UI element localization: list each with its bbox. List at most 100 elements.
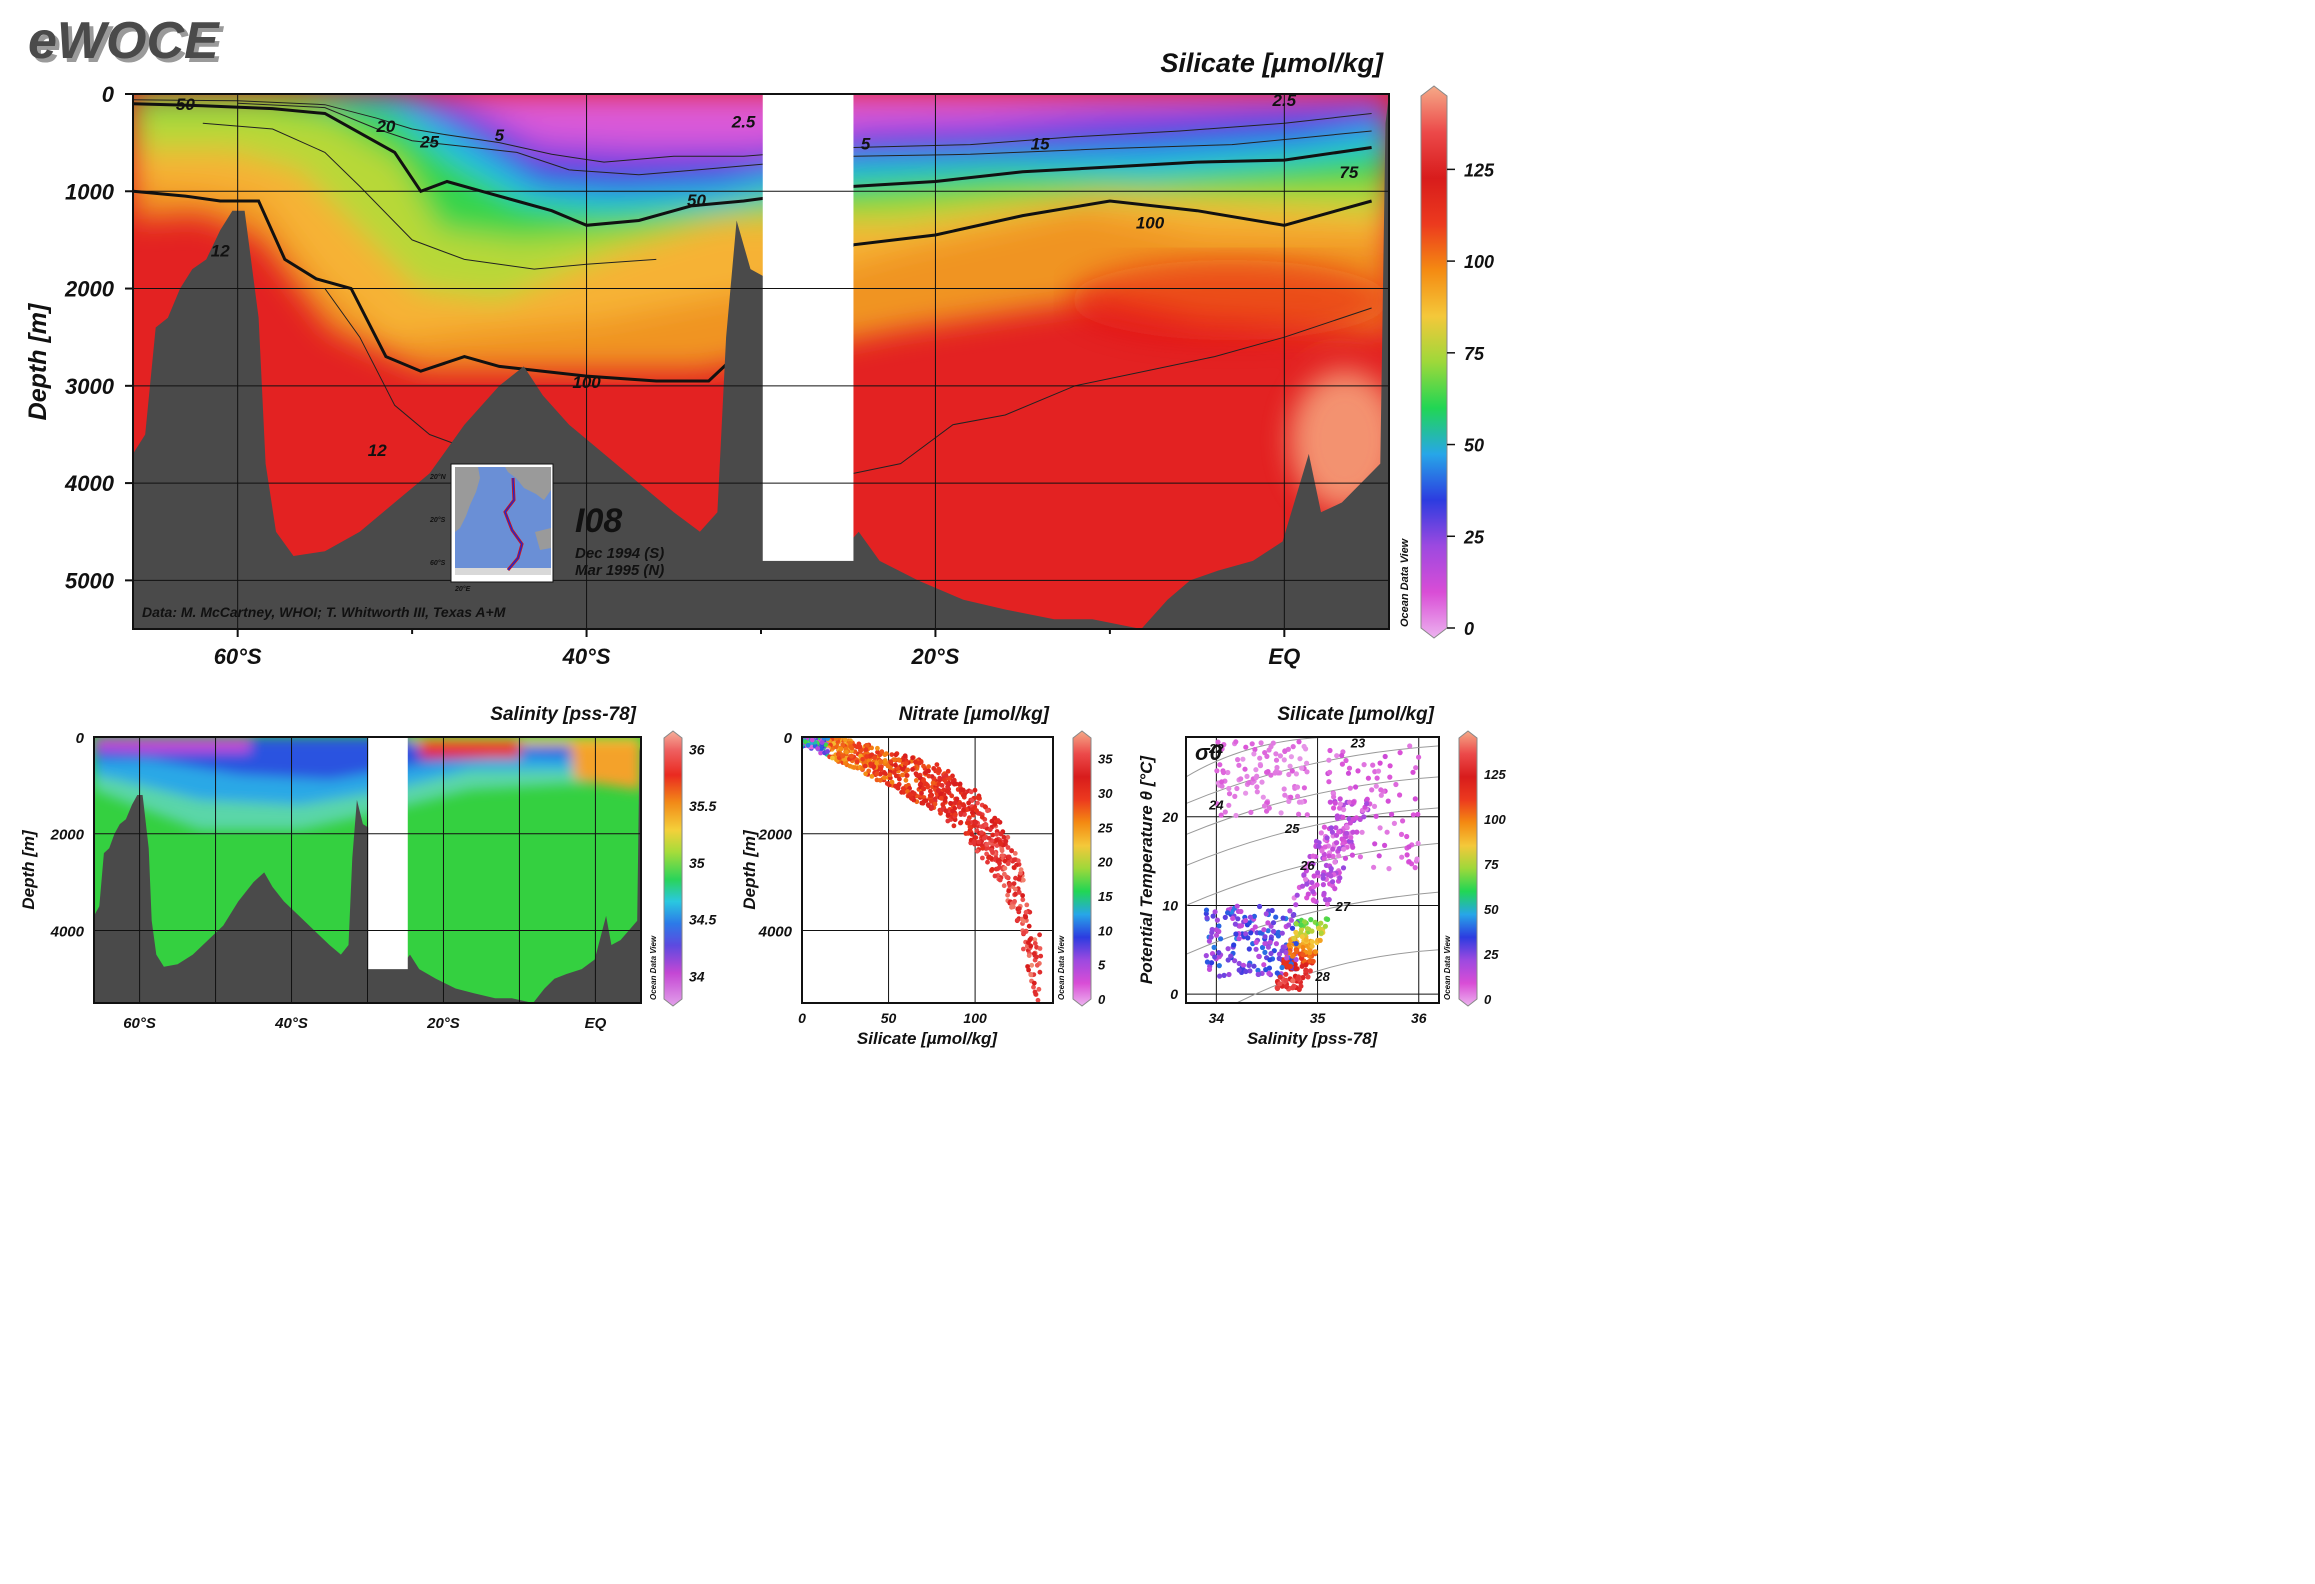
ts-point — [1377, 825, 1383, 831]
ts-point — [1288, 794, 1294, 800]
nitrate-point — [854, 744, 860, 750]
nitrate-point — [860, 756, 865, 762]
main-y-tick: 4000 — [64, 471, 115, 496]
ts-point — [1226, 971, 1232, 978]
ts-point — [1365, 775, 1371, 781]
nitrate-point — [1012, 857, 1017, 863]
ts-point — [1294, 948, 1300, 955]
nitrate-point — [929, 798, 935, 804]
ts-point — [1374, 775, 1380, 781]
main-y-tick: 1000 — [65, 179, 115, 204]
ts-point — [1212, 909, 1218, 915]
ts-point — [1340, 841, 1346, 847]
ts-point — [1343, 757, 1349, 764]
salinity-x-tick: 40°S — [274, 1015, 308, 1032]
nitrate-point — [931, 766, 937, 771]
nitrate-point — [915, 773, 921, 779]
ts-point — [1289, 985, 1296, 991]
ts-point — [1410, 769, 1416, 775]
ts-point — [1355, 768, 1361, 774]
main-x-tick: 60°S — [214, 644, 262, 669]
nitrate-point — [989, 847, 994, 853]
nitrate-point — [1024, 902, 1030, 908]
ts-point — [1266, 970, 1272, 977]
ts-point — [1203, 907, 1210, 913]
nitrate-point — [943, 808, 949, 814]
ts-point — [1247, 968, 1253, 974]
ts-point — [1270, 928, 1277, 935]
data-credit: Data: M. McCartney, WHOI; T. Whitworth I… — [142, 604, 506, 620]
nitrate-point — [842, 760, 848, 766]
nitrate-point — [1020, 897, 1026, 903]
nitrate-point — [1016, 889, 1022, 895]
nitrate-point — [919, 790, 924, 796]
nitrate-point — [1020, 877, 1026, 883]
nitrate-point — [971, 839, 977, 845]
ts-point — [1404, 852, 1410, 858]
nitrate-colorbar-tick: 0 — [1098, 992, 1106, 1007]
nitrate-point — [903, 777, 909, 783]
nitrate-point — [833, 744, 839, 750]
ts-point — [1235, 757, 1241, 763]
ts-point — [1273, 757, 1280, 763]
nitrate-point — [975, 800, 980, 806]
ts-point — [1332, 800, 1338, 806]
ts-point — [1311, 898, 1317, 904]
ts-point — [1330, 846, 1336, 852]
ts-point — [1236, 960, 1242, 967]
nitrate-point — [952, 806, 958, 811]
ts-point — [1329, 829, 1335, 835]
ts-point — [1254, 773, 1260, 779]
ts-point — [1311, 873, 1317, 879]
ts-point — [1286, 922, 1292, 928]
nitrate-point — [885, 763, 891, 769]
nitrate-point — [900, 786, 906, 791]
ts-point — [1248, 809, 1254, 816]
ts-point — [1317, 937, 1323, 944]
nitrate-point — [936, 781, 942, 787]
ts-point — [1311, 884, 1317, 890]
ts-point — [1243, 931, 1249, 937]
ts-point — [1322, 844, 1328, 850]
isopycnal-label: 24 — [1208, 798, 1224, 813]
nitrate-point — [930, 780, 936, 786]
ts-point — [1303, 937, 1309, 943]
nitrate-point — [934, 762, 940, 767]
ts-point — [1293, 966, 1299, 972]
contour-label: 2.5 — [731, 112, 756, 131]
ts-point — [1253, 767, 1259, 773]
nitrate-point — [874, 760, 880, 766]
nitrate-point — [961, 807, 966, 813]
ts-point — [1275, 933, 1281, 939]
inset-label-60s: 60°S — [430, 559, 446, 567]
ts-point — [1304, 760, 1310, 766]
nitrate-point — [1021, 946, 1026, 952]
contour-label: 100 — [572, 373, 601, 392]
ts-point — [1415, 840, 1421, 846]
nitrate-point — [1012, 899, 1017, 904]
ts-point — [1289, 925, 1296, 931]
inset-label-20e: 20°E — [454, 585, 471, 593]
ts-point — [1266, 747, 1272, 753]
ts-point — [1373, 783, 1379, 789]
ts-point — [1232, 958, 1238, 964]
ts-point — [1225, 957, 1231, 963]
nitrate-point — [1011, 865, 1017, 870]
contour-label: 15 — [1031, 135, 1050, 154]
isopycnal-label: 22 — [1208, 741, 1224, 756]
ts-point — [1307, 950, 1313, 956]
nitrate-point — [942, 798, 948, 804]
ts-colorbar — [1458, 730, 1478, 1007]
ts-point — [1282, 792, 1288, 798]
ts-point — [1236, 967, 1242, 973]
section-date-north: Mar 1995 (N) — [575, 562, 664, 579]
ts-point — [1281, 786, 1287, 792]
ts-point — [1206, 966, 1213, 973]
main-colorbar-credit: Ocean Data View — [1399, 537, 1411, 627]
ts-point — [1413, 765, 1419, 771]
ts-point — [1339, 752, 1345, 759]
ts-point — [1296, 739, 1302, 745]
salinity-colorbar-credit: Ocean Data View — [649, 935, 658, 1000]
ts-point — [1255, 971, 1261, 978]
ts-point — [1226, 802, 1232, 808]
